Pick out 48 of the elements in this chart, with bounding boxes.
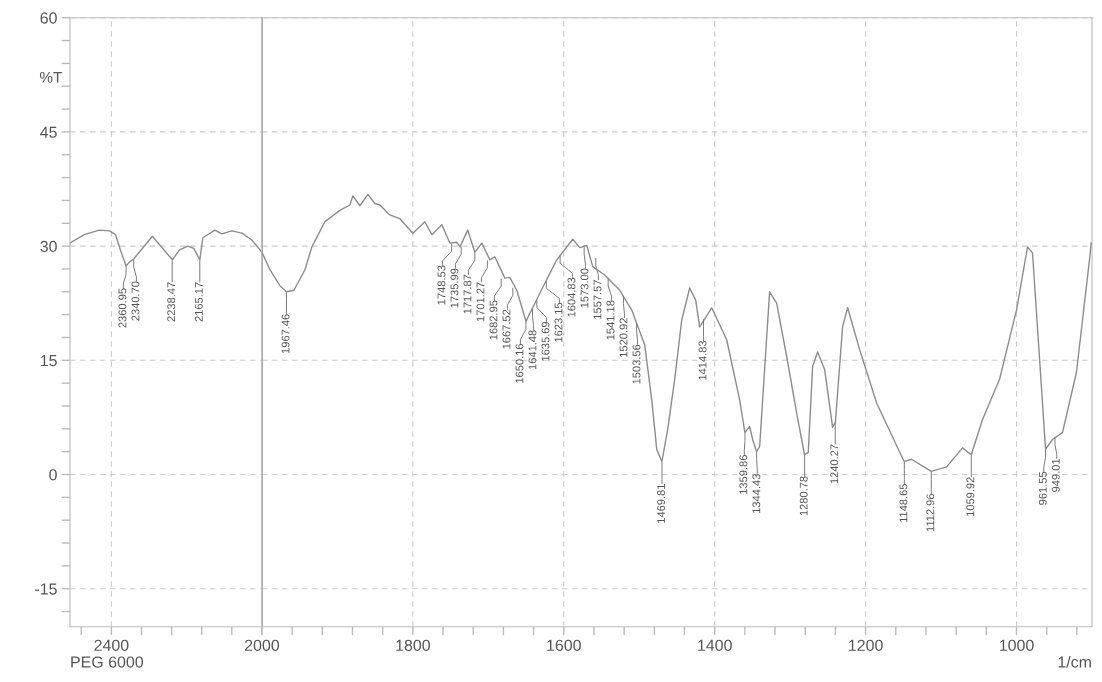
annotation: 949.01 — [1051, 458, 1060, 492]
annotation: 2360.95 — [118, 288, 127, 328]
annotation: 1557.57 — [593, 280, 602, 319]
y-tick-label: 15 — [40, 355, 57, 367]
x-axis-title: 1/cm — [1058, 655, 1091, 668]
annotation: 1503.56 — [632, 344, 641, 384]
annotation: 1650.16 — [515, 343, 524, 383]
y-tick-label: 45 — [40, 126, 57, 138]
annotation: 1641.48 — [528, 330, 537, 370]
y-tick-label: 0 — [49, 469, 57, 481]
x-tick-label: 2400 — [94, 639, 129, 651]
x-tick-label: 2000 — [244, 639, 280, 651]
annotation: 961.55 — [1038, 471, 1047, 505]
annotation: 1667.52 — [502, 309, 511, 349]
annotation: 1280.78 — [799, 476, 808, 516]
x-tick-label: 1200 — [849, 639, 883, 651]
annotation: 1735.99 — [450, 268, 459, 308]
annotation: 2238.47 — [167, 282, 176, 322]
annotation: 1359.86 — [739, 455, 748, 494]
annotation: 1469.81 — [657, 484, 665, 523]
annotation: 1148.65 — [899, 484, 908, 523]
x-tick-label: 1800 — [396, 639, 430, 651]
annotation: 1967.46 — [281, 314, 290, 354]
y-tick-label: 30 — [40, 240, 57, 253]
annotation: 1573.00 — [580, 268, 589, 308]
annotation: 1520.92 — [619, 318, 628, 357]
annotation: 1604.83 — [567, 277, 576, 317]
x-tick-label: 1000 — [999, 639, 1034, 651]
annotation: 1344.43 — [752, 474, 761, 513]
annotation: 1717.87 — [463, 274, 472, 314]
annotation: 1701.27 — [476, 282, 485, 322]
annotation: 1541.18 — [606, 300, 615, 340]
annotation: 1635.69 — [541, 321, 550, 361]
annotation: 1112.96 — [926, 493, 935, 532]
x-tick-label: 1400 — [698, 639, 732, 651]
annotation: 1240.27 — [830, 444, 839, 484]
annotation: 2165.17 — [194, 282, 203, 322]
y-tick-label: 60 — [40, 12, 57, 24]
text: PEG 6000 — [71, 656, 144, 668]
annotation: 1414.83 — [698, 340, 707, 380]
y-axis-title: %T — [39, 71, 62, 83]
annotation: 1623.15 — [554, 302, 563, 342]
annotation: 1682.95 — [489, 300, 498, 340]
y-tick-label: -15 — [35, 583, 57, 595]
annotation: 2340.70 — [131, 281, 140, 321]
annotation: 1059.92 — [966, 477, 975, 517]
x-tick-label: 1600 — [547, 639, 581, 651]
annotation: 1748.53 — [437, 265, 446, 305]
